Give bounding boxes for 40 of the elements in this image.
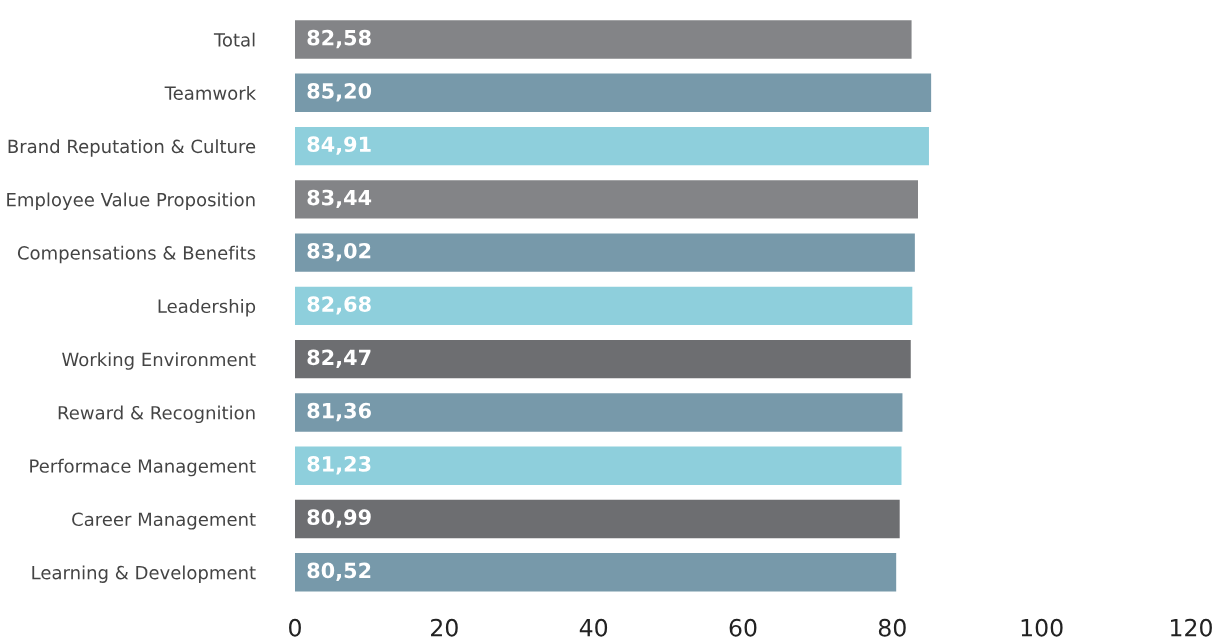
bar bbox=[295, 446, 902, 485]
x-tick-label: 40 bbox=[579, 618, 608, 637]
x-tick-label: 100 bbox=[1021, 618, 1063, 637]
y-tick-label: Learning & Development bbox=[32, 565, 256, 583]
bar bbox=[295, 180, 918, 219]
data-label: 82,47 bbox=[307, 349, 371, 368]
y-tick-label: Brand Reputation & Culture bbox=[8, 139, 256, 157]
y-tick-label: Reward & Recognition bbox=[58, 405, 255, 424]
y-tick-label: Leadership bbox=[158, 299, 256, 317]
data-label: 81,23 bbox=[307, 456, 371, 475]
x-tick-label: 120 bbox=[1171, 618, 1212, 637]
data-label: 80,52 bbox=[307, 562, 371, 581]
data-label: 82,68 bbox=[307, 296, 371, 315]
data-label: 84,91 bbox=[307, 136, 371, 155]
bar bbox=[295, 340, 911, 379]
bar bbox=[295, 126, 929, 166]
data-label: 81,36 bbox=[307, 402, 371, 422]
bar bbox=[295, 393, 903, 432]
bar bbox=[295, 73, 932, 112]
x-tick-label: 20 bbox=[431, 618, 458, 637]
data-label: 80,99 bbox=[307, 509, 371, 528]
bar bbox=[295, 233, 915, 272]
bar bbox=[295, 553, 897, 592]
y-tick-label: Compensations & Benefits bbox=[17, 245, 256, 264]
bar bbox=[295, 499, 900, 539]
y-tick-label: Employee Value Proposition bbox=[7, 192, 255, 210]
bar bbox=[295, 286, 913, 326]
y-tick-label: Teamwork bbox=[164, 85, 257, 100]
y-tick-label: Career Management bbox=[72, 512, 256, 530]
data-label: 85,20 bbox=[307, 83, 372, 102]
data-label: 82,58 bbox=[307, 29, 371, 49]
bar bbox=[295, 20, 912, 59]
y-tick-label: Working Environment bbox=[62, 352, 256, 370]
x-tick-label: 0 bbox=[289, 618, 301, 637]
y-tick-label: Total bbox=[213, 32, 255, 47]
data-label: 83,44 bbox=[307, 189, 372, 209]
x-tick-label: 60 bbox=[729, 618, 757, 637]
data-label: 83,02 bbox=[307, 242, 371, 262]
x-tick-label: 80 bbox=[878, 618, 906, 637]
y-tick-label: Performace Management bbox=[30, 458, 256, 477]
